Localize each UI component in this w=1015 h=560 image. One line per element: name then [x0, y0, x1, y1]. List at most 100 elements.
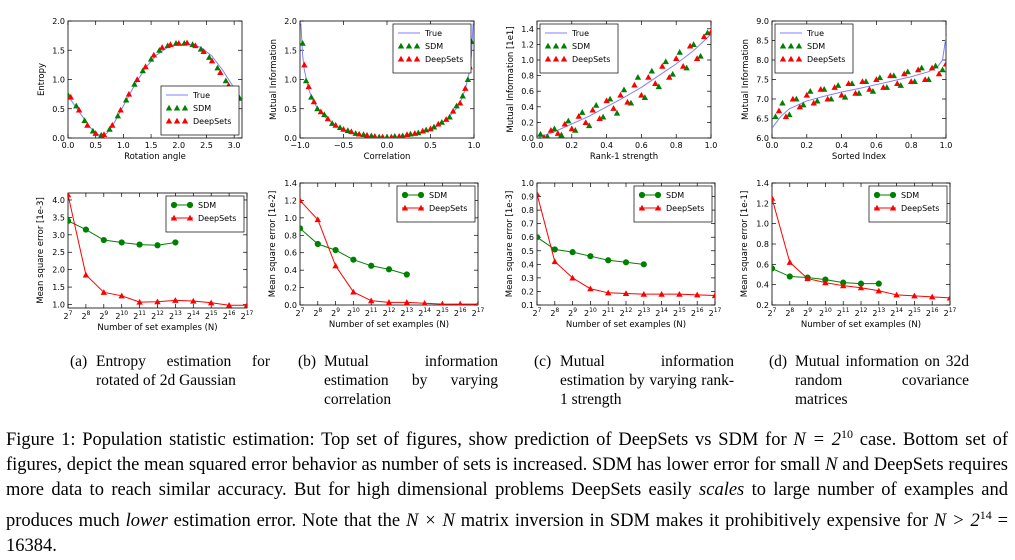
legend-marker	[417, 191, 425, 199]
x-tick-label: 215	[436, 307, 449, 318]
data-point	[796, 103, 804, 110]
legend-marker	[795, 42, 803, 49]
legend-label: DeepSets	[572, 55, 610, 64]
x-tick-label: 0.0	[766, 141, 779, 150]
y-tick-label: 0.5	[52, 105, 65, 114]
legend-item: DeepSets	[401, 204, 467, 213]
data-point	[150, 51, 158, 58]
legend-marker	[779, 55, 787, 62]
legend-marker	[654, 191, 662, 199]
y-tick-label: 0.4	[756, 281, 769, 290]
x-tick-label: 211	[837, 307, 850, 318]
data-point	[610, 105, 617, 111]
caption-emphasis: lower	[125, 511, 168, 532]
data-point	[403, 131, 411, 138]
data-point	[142, 63, 149, 70]
series-line	[537, 33, 711, 138]
data-point	[669, 70, 676, 77]
data-point	[419, 127, 426, 134]
data-point	[775, 107, 783, 114]
x-tick-label: 29	[568, 307, 577, 318]
legend-item: SDM	[779, 42, 825, 51]
data-point	[300, 225, 304, 232]
y-tick-label: 0.4	[284, 266, 297, 275]
x-tick-label: 212	[855, 307, 868, 318]
data-point	[464, 76, 472, 83]
legend-label: DeepSets	[666, 204, 704, 213]
x-tick-label: 0.2	[565, 141, 578, 150]
legend-item: True	[780, 29, 824, 38]
y-tick-label: 4.0	[52, 196, 65, 205]
data-point	[217, 69, 224, 76]
y-axis-label: Entropy	[37, 63, 47, 96]
y-tick-label: 2.0	[52, 17, 65, 26]
data-point	[659, 63, 666, 69]
legend: True SDM DeepSets	[774, 23, 854, 74]
x-axis-label: Sorted Index	[832, 152, 886, 162]
x-tick-label: 27	[296, 307, 305, 318]
subcaption-c: (c) Mutual information estimation by var…	[534, 352, 734, 412]
x-axis-label: Correlation	[364, 152, 411, 162]
data-point	[587, 253, 594, 260]
data-point	[368, 262, 375, 269]
legend-item: SDM	[544, 42, 590, 51]
series-deepsets	[301, 61, 473, 138]
x-tick-label: −0.5	[334, 141, 353, 150]
y-tick-label: 0.1	[521, 301, 534, 310]
x-tick-label: 213	[169, 310, 182, 321]
legend-label: DeepSets	[425, 55, 463, 64]
y-tick-label: 0.2	[756, 301, 769, 310]
data-point	[214, 64, 221, 71]
caption-math: N	[825, 455, 838, 476]
data-point	[208, 57, 216, 64]
x-tick-label: 28	[550, 307, 559, 318]
y-tick-label: 1.0	[521, 179, 534, 188]
y-tick-label: 2.0	[52, 266, 65, 275]
data-point	[822, 279, 829, 286]
legend-item: SDM	[165, 104, 211, 113]
data-point	[302, 77, 310, 84]
data-point	[605, 257, 612, 264]
legend-marker	[165, 117, 173, 124]
y-tick-label: 2.0	[284, 17, 297, 26]
legend-box	[868, 185, 948, 223]
data-point	[640, 261, 647, 268]
legend-label: True	[192, 91, 210, 100]
data-point	[700, 33, 708, 40]
x-tick-label: 28	[313, 307, 322, 318]
data-point	[921, 76, 929, 83]
x-tick-label: 215	[205, 310, 218, 321]
data-point	[421, 300, 428, 305]
data-point	[332, 262, 339, 269]
series-deepsets	[537, 190, 715, 299]
data-point	[942, 60, 946, 67]
y-tick-label: 0.6	[521, 233, 534, 242]
legend-label: SDM	[901, 191, 919, 200]
x-tick-label: 0.6	[635, 141, 648, 150]
chart-d_bot: 27 28 29 210 211 212 213 214 215 216 217 0.2 0.4 0.6 0…	[740, 179, 957, 330]
legend-marker	[186, 214, 194, 221]
series-deepsets	[300, 197, 478, 305]
data-point	[803, 91, 810, 98]
legend-item: True	[398, 29, 442, 38]
x-tick-label: 212	[620, 307, 633, 318]
legend-marker	[417, 204, 425, 211]
data-point	[904, 68, 911, 75]
legend-label: True	[424, 29, 442, 38]
data-point	[676, 290, 683, 297]
y-tick-label: 7.0	[756, 95, 769, 104]
y-tick-label: 0.8	[521, 206, 534, 215]
data-point	[603, 97, 610, 104]
data-point	[772, 265, 776, 272]
y-tick-label: 0.5	[284, 105, 297, 114]
x-tick-label: 27	[768, 307, 777, 318]
x-tick-label: 0.8	[670, 141, 683, 150]
legend-marker	[186, 201, 194, 209]
x-tick-label: 217	[472, 307, 485, 318]
data-point	[857, 284, 865, 291]
data-point	[81, 117, 88, 124]
data-point	[222, 77, 230, 84]
x-tick-label: 214	[187, 310, 200, 321]
data-point	[676, 49, 683, 55]
data-point	[641, 94, 649, 100]
